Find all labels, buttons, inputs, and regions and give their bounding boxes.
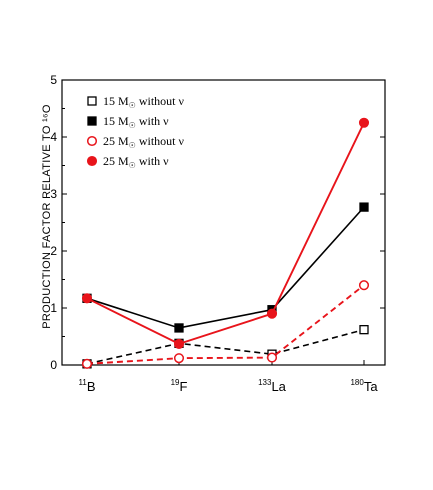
series-line	[86, 206, 365, 329]
y-axis-label: PRODUCTION FACTOR RELATIVE TO ¹⁶O	[41, 104, 53, 329]
legend-item-2: 25 M☉ without ν	[86, 134, 185, 150]
y-tick-label: 4	[50, 130, 57, 144]
y-tick-label: 2	[50, 244, 57, 258]
x-tick-label: 133La	[258, 378, 287, 394]
data-point	[81, 358, 93, 369]
legend-marker	[87, 96, 97, 106]
data-point	[359, 202, 369, 212]
data-point	[174, 323, 184, 333]
legend-marker	[86, 155, 98, 167]
data-point	[81, 293, 93, 304]
legend-label: 25 M☉ with ν	[103, 154, 169, 170]
data-point	[266, 308, 278, 319]
legend-label: 15 M☉ without ν	[103, 94, 185, 110]
x-tick-label: 180Ta	[350, 378, 378, 394]
series-line	[86, 328, 365, 365]
legend: 15 M☉ without ν 15 M☉ with ν 25 M☉ without…	[86, 94, 185, 170]
series-2	[81, 280, 370, 369]
legend-item-3: 25 M☉ with ν	[86, 154, 169, 170]
data-point	[358, 280, 370, 291]
series-line	[86, 122, 365, 345]
legend-item-0: 15 M☉ without ν	[87, 94, 185, 110]
x-tick-label: 11B	[79, 378, 96, 394]
data-point	[173, 338, 185, 349]
legend-label: 15 M☉ with ν	[103, 114, 169, 130]
legend-label: 25 M☉ without ν	[103, 134, 185, 150]
series-0	[82, 325, 369, 369]
y-tick-label: 3	[50, 187, 57, 201]
y-tick-label: 5	[50, 73, 57, 87]
legend-marker	[87, 116, 97, 126]
y-tick-label: 0	[50, 358, 57, 372]
data-point	[359, 325, 369, 335]
legend-marker	[86, 135, 98, 147]
x-tick-label: 19F	[171, 378, 188, 394]
data-point	[266, 352, 278, 363]
series-layer	[81, 117, 370, 369]
y-tick-label: 1	[50, 301, 57, 315]
data-point	[173, 353, 185, 364]
legend-item-1: 15 M☉ with ν	[87, 114, 169, 130]
series-line	[86, 284, 365, 365]
data-point	[358, 117, 370, 128]
series-1	[82, 202, 369, 333]
series-3	[81, 117, 370, 349]
